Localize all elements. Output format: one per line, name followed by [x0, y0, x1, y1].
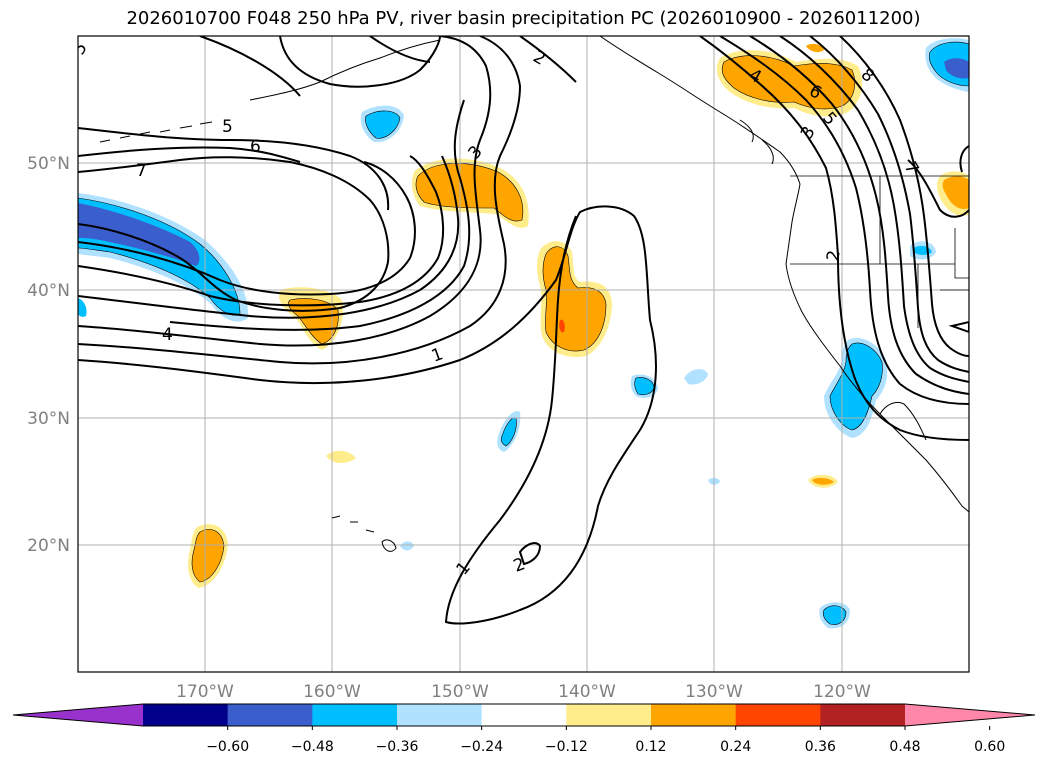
- lon-label: 150°W: [431, 682, 489, 702]
- contour-label: 6: [250, 137, 261, 157]
- colorbar-tick-label: −0.24: [460, 739, 503, 755]
- contour-label: 7: [900, 159, 923, 178]
- contour-label: 2: [511, 554, 528, 576]
- latitude-labels: 50°N 40°N 30°N 20°N: [27, 154, 70, 556]
- lon-label: 140°W: [558, 682, 616, 702]
- contour-label: 5: [69, 39, 92, 58]
- pv-contour-9: [78, 156, 390, 312]
- pv-contour-5: [169, 99, 471, 331]
- colorbar-tick-label: −0.48: [291, 739, 334, 755]
- colorbar-tick-label: 0.12: [635, 739, 666, 755]
- pv-contour-8: [78, 161, 416, 296]
- colorbar-tick-label: 0.36: [805, 739, 836, 755]
- pos-region-r-mid: [942, 176, 969, 210]
- lon-label: 120°W: [813, 682, 871, 702]
- pv-contour-east-small: [907, 145, 969, 218]
- colorbar-segment: [820, 704, 906, 726]
- pv-contours: [78, 36, 969, 625]
- contour-label: 7: [136, 161, 147, 181]
- map-frame: [77, 35, 970, 673]
- pv-contour-2-closed: [518, 542, 542, 566]
- precip-shading: [78, 38, 969, 629]
- lon-label: 160°W: [303, 682, 361, 702]
- na-west-coast: [785, 183, 969, 513]
- neg-region-i: [400, 541, 414, 551]
- pos-region-d-mid: [543, 246, 606, 352]
- pos-region-j-mid: [192, 529, 224, 582]
- colorbar: −0.60 −0.48 −0.36 −0.24 −0.12 0.12 0.24 0.36 0.4…: [12, 703, 1036, 755]
- lat-label: 20°N: [27, 536, 70, 556]
- pos-region-q: [806, 43, 824, 53]
- lat-label: 40°N: [27, 281, 70, 301]
- contour-label: 2: [823, 249, 845, 263]
- lat-label: 50°N: [27, 154, 70, 174]
- pv-contour-11-ridge: [199, 36, 441, 97]
- neg-region-m-mid: [823, 605, 846, 625]
- pv-contour-1-west: [78, 205, 657, 625]
- colorbar-segment: [312, 704, 398, 726]
- colorbar-tick-label: 0.24: [720, 739, 751, 755]
- contour-label: 5: [222, 117, 233, 137]
- neg-region-b-mid: [365, 110, 400, 139]
- pv-contour-6: [78, 155, 460, 319]
- neg-region-west-edge: [78, 298, 87, 317]
- canada-islands: [739, 119, 774, 165]
- colorbar-tick-label: 0.60: [974, 739, 1005, 755]
- neg-region-f: [684, 369, 708, 385]
- neg-region-s-strong: [944, 58, 969, 79]
- colorbar-tick-label: −0.60: [206, 739, 249, 755]
- contour-label: 2: [530, 47, 549, 70]
- lon-label: 130°W: [685, 682, 743, 702]
- graticule: [78, 36, 969, 672]
- longitude-labels: 170°W 160°W 150°W 140°W 130°W 120°W: [176, 682, 871, 702]
- lat-label: 30°N: [27, 409, 70, 429]
- colorbar-tick-label: 0.48: [889, 739, 920, 755]
- map-plot-area: 5 2 5 6 7 3 4 6 8 5 3 7 2 4 1 1 2: [69, 36, 969, 672]
- colorbar-segment: [227, 704, 313, 726]
- colorbar-segment: [735, 704, 821, 726]
- pos-region-l-mid: [812, 477, 834, 485]
- lon-label: 170°W: [176, 682, 234, 702]
- colorbar-segment: [143, 704, 229, 726]
- pos-region-d-strong: [559, 319, 565, 333]
- colorbar-extend-min: [13, 704, 143, 726]
- hawaii-islands: [331, 515, 397, 552]
- colorbar-segment: [481, 704, 567, 726]
- pv-contour-12: [369, 36, 577, 83]
- map-title: 2026010700 F048 250 hPa PV, river basin …: [126, 8, 921, 29]
- contour-label: 3: [797, 123, 820, 142]
- colorbar-tick-label: −0.12: [545, 739, 588, 755]
- colorbar-tick-label: −0.36: [376, 739, 419, 755]
- contour-label: 1: [429, 344, 446, 366]
- contour-label: 4: [162, 325, 173, 345]
- neg-region-g-mid: [501, 417, 517, 446]
- aleutian-chain: [99, 121, 213, 143]
- pv-contour-4: [78, 36, 492, 347]
- gulf-california: [879, 401, 927, 441]
- colorbar-segment: [566, 704, 652, 726]
- alaska-coast: [249, 36, 801, 185]
- contour-label: 1: [453, 558, 475, 579]
- colorbar-extend-max: [905, 704, 1035, 726]
- pv-contour-10: [78, 127, 390, 211]
- neg-region-n-mid: [830, 342, 883, 430]
- pv-contour-7: [78, 155, 445, 307]
- colorbar-outline: [12, 703, 1036, 727]
- pv-contour-3: [78, 36, 522, 365]
- colorbar-segment: [651, 704, 737, 726]
- pos-region-k: [326, 450, 356, 463]
- pv-contour-east-stack: [719, 36, 969, 405]
- neg-region-e-mid: [634, 377, 654, 395]
- colorbar-segment: [397, 704, 483, 726]
- pv-contour-2-east: [699, 36, 969, 441]
- pv-contour-south-arrow: [948, 320, 969, 334]
- neg-region-west-strong: [78, 203, 200, 266]
